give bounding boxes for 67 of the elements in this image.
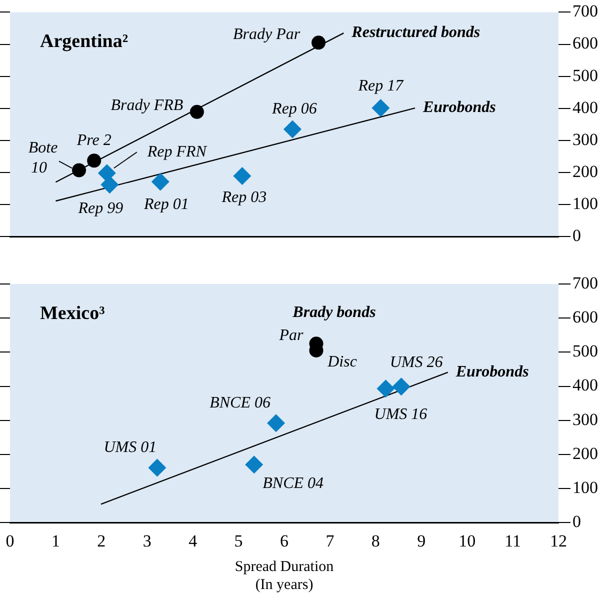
y-tick-label: 600 bbox=[572, 308, 598, 327]
series-label: Brady bonds bbox=[292, 304, 376, 321]
annotation: Rep FRN bbox=[146, 143, 208, 160]
point bbox=[72, 163, 86, 178]
point bbox=[233, 167, 252, 186]
annotation: Brady Par bbox=[232, 26, 301, 43]
point bbox=[267, 414, 286, 432]
x-tick-label: 6 bbox=[280, 531, 288, 550]
annotation: Bote 10 bbox=[28, 139, 58, 176]
y-tick-label: 300 bbox=[572, 410, 598, 429]
x-tick-label: 11 bbox=[504, 531, 521, 550]
annotation: Brady FRB bbox=[110, 97, 184, 114]
y-tick-label: 400 bbox=[572, 376, 598, 395]
point bbox=[312, 36, 326, 50]
series-label: Eurobonds bbox=[454, 363, 529, 380]
x-tick-label: 9 bbox=[417, 531, 426, 550]
y-tick-label: 300 bbox=[572, 130, 598, 149]
annotation: Pre 2 bbox=[76, 132, 112, 149]
annotation: Rep 01 bbox=[142, 196, 189, 213]
series-label: Restructured bonds bbox=[350, 24, 480, 42]
point bbox=[283, 120, 302, 138]
x-tick-label: 3 bbox=[142, 531, 152, 550]
annotation: Rep 03 bbox=[220, 189, 267, 206]
y-tick-label: 100 bbox=[572, 194, 598, 214]
point bbox=[148, 458, 166, 477]
series-label: Eurobonds bbox=[422, 99, 496, 116]
y-tick-label: 200 bbox=[572, 162, 598, 181]
y-tick-label: 700 bbox=[572, 273, 598, 292]
annotation: BNCE 06 bbox=[210, 394, 270, 412]
y-tick-label: 500 bbox=[572, 66, 598, 85]
y-tick-label: 200 bbox=[572, 444, 598, 463]
point bbox=[151, 172, 170, 191]
x-tick-label: 10 bbox=[458, 531, 476, 550]
point bbox=[100, 176, 119, 194]
point bbox=[245, 456, 264, 474]
y-tick-label: 0 bbox=[572, 512, 581, 532]
x-tick-label: 1 bbox=[51, 531, 60, 550]
y-tick-label: 500 bbox=[572, 342, 598, 361]
x-tick-label: 7 bbox=[326, 531, 335, 550]
y-tick-label: 400 bbox=[572, 98, 598, 117]
point bbox=[190, 104, 204, 119]
text: Argentina² bbox=[40, 31, 128, 52]
x-tick-label: 12 bbox=[550, 531, 567, 550]
annotation: Disc bbox=[326, 354, 357, 371]
annotation: UMS 16 bbox=[374, 406, 428, 423]
annotation: UMS 26 bbox=[390, 354, 443, 371]
point bbox=[372, 99, 390, 118]
y-tick-label: 600 bbox=[572, 34, 598, 53]
annotation: BNCE 04 bbox=[262, 474, 324, 492]
annotation: Rep 06 bbox=[271, 100, 317, 118]
x-tick-label: 0 bbox=[6, 531, 14, 550]
text: Mexico³ bbox=[40, 302, 106, 324]
annotation: Rep 99 bbox=[77, 200, 124, 217]
x-tick-label: 2 bbox=[97, 531, 106, 550]
x-tick-label: 4 bbox=[188, 531, 198, 550]
point bbox=[87, 154, 102, 168]
y-tick-label: 100 bbox=[572, 478, 598, 497]
annotation: Par bbox=[278, 326, 304, 344]
y-tick-label: 700 bbox=[572, 2, 598, 21]
point bbox=[376, 380, 395, 398]
annotation: Rep 17 bbox=[357, 77, 404, 94]
x-tick-label: 8 bbox=[371, 531, 380, 550]
annotation: UMS 01 bbox=[104, 438, 157, 456]
y-tick-label: 0 bbox=[572, 226, 581, 246]
x-tick-label: 5 bbox=[234, 531, 243, 550]
point bbox=[392, 378, 410, 396]
x-axis-title: Spread Duration (In years) bbox=[234, 558, 334, 593]
